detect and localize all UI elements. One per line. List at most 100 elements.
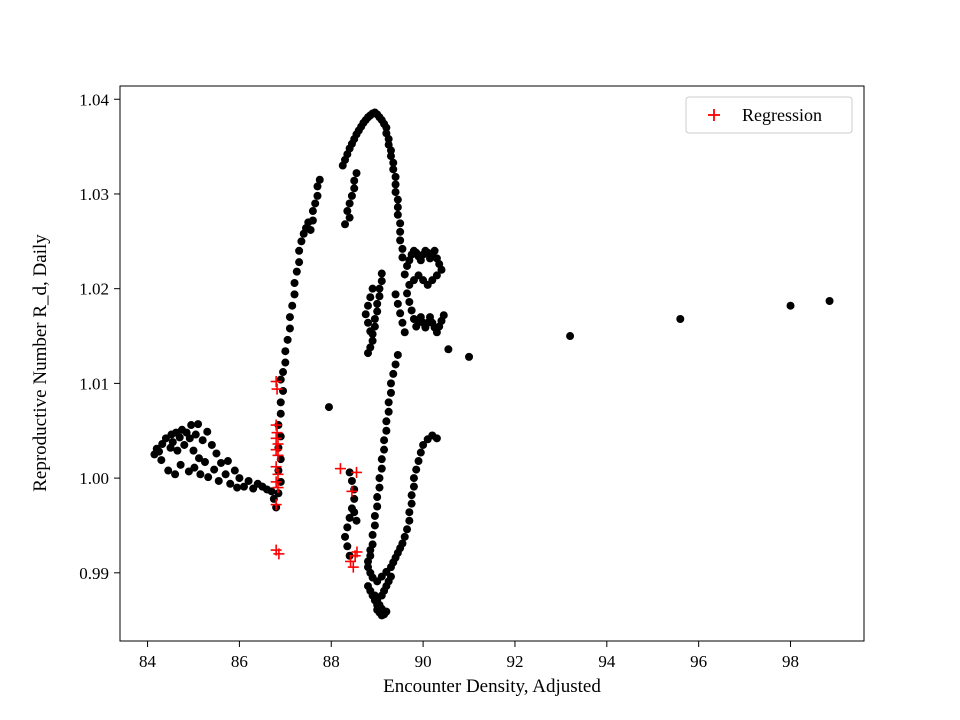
scatter-point	[398, 318, 407, 327]
scatter-point	[444, 345, 453, 354]
regression-series-points	[270, 375, 363, 573]
scatter-point	[366, 546, 375, 555]
scatter-point	[276, 375, 285, 384]
scatter-point	[396, 309, 405, 318]
scatter-point	[400, 270, 409, 279]
scatter-point	[409, 482, 418, 491]
scatter-point	[414, 457, 423, 466]
scatter-point	[370, 511, 379, 520]
y-tick-label: 1.02	[79, 280, 109, 299]
scatter-point	[212, 449, 221, 458]
scatter-point	[313, 191, 322, 200]
scatter-point	[368, 284, 377, 293]
scatter-point	[393, 299, 402, 308]
scatter-point	[375, 292, 384, 301]
scatter-point	[386, 379, 395, 388]
scatter-point	[409, 474, 418, 483]
scatter-point	[297, 237, 306, 246]
regression-point	[346, 485, 358, 497]
scatter-point	[400, 532, 409, 541]
legend-label: Regression	[742, 105, 822, 125]
scatter-point	[285, 313, 294, 322]
scatter-point	[175, 433, 184, 442]
scatter-point	[315, 175, 324, 184]
scatter-point	[173, 446, 182, 455]
scatter-point	[196, 470, 205, 479]
scatter-point	[350, 184, 359, 193]
scatter-point	[290, 290, 299, 299]
scatter-point	[345, 213, 354, 222]
regression-point	[273, 548, 285, 560]
scatter-point	[157, 456, 166, 465]
scatter-point	[350, 494, 359, 503]
scatter-point	[204, 473, 213, 482]
scatter-point	[432, 434, 441, 443]
scatter-point	[198, 436, 207, 445]
scatter-point	[412, 465, 421, 474]
regression-point	[272, 468, 284, 480]
scatter-point	[373, 502, 382, 511]
scatter-point	[389, 158, 398, 167]
scatter-point	[407, 499, 416, 508]
scatter-point	[341, 220, 350, 229]
scatter-point	[400, 328, 409, 337]
scatter-point	[366, 327, 375, 336]
scatter-point	[419, 440, 428, 449]
y-axis-label: Reproductive Number R_d, Daily	[30, 234, 51, 492]
scatter-point	[203, 427, 212, 436]
scatter-point	[375, 474, 384, 483]
scatter-point	[187, 421, 196, 430]
scatter-point	[405, 297, 414, 306]
scatter-point	[233, 483, 242, 492]
scatter-point	[373, 299, 382, 308]
scatter-point	[465, 352, 474, 361]
scatter-point	[283, 335, 292, 344]
regression-point	[271, 383, 283, 395]
scatter-point	[382, 426, 391, 435]
scatter-point	[398, 539, 407, 548]
scatter-point	[164, 466, 173, 475]
scatter-point	[347, 476, 356, 485]
scatter-point	[403, 289, 412, 298]
scatter-point	[308, 207, 317, 216]
scatter-point	[377, 277, 386, 286]
scatter-point	[393, 350, 402, 359]
scatter-point	[290, 278, 299, 287]
regression-point	[347, 561, 359, 573]
scatter-point	[313, 182, 322, 191]
x-tick-label: 90	[415, 652, 432, 671]
legend-box	[685, 96, 853, 134]
scatter-point	[171, 470, 180, 479]
regression-point	[271, 427, 283, 439]
scatter-point	[244, 476, 253, 485]
scatter-point	[345, 551, 354, 560]
y-axis-ticks: 0.99 1.00 1.01 1.02 1.03 1.04	[79, 90, 120, 583]
x-tick-label: 88	[323, 652, 340, 671]
scatter-point	[345, 468, 354, 477]
scatter-point	[405, 280, 414, 289]
scatter-point	[364, 318, 372, 327]
scatter-point	[267, 487, 276, 496]
scatter-point	[194, 454, 203, 463]
scatter-point	[191, 430, 200, 439]
scatter-point	[393, 210, 402, 219]
y-tick-label: 1.01	[79, 374, 109, 393]
scatter-point	[396, 227, 405, 236]
scatter-point	[370, 314, 379, 323]
scatter-point	[373, 493, 382, 502]
scatter-point	[190, 463, 199, 472]
regression-point	[270, 461, 282, 473]
scatter-point	[350, 176, 359, 185]
regression-point	[270, 476, 282, 488]
scatter-point	[430, 246, 439, 255]
scatter-point	[386, 152, 395, 161]
scatter-point	[393, 195, 402, 204]
scatter-point	[226, 479, 235, 488]
scatter-point	[439, 311, 448, 320]
y-tick-label: 0.99	[79, 564, 109, 583]
scatter-point	[384, 398, 393, 407]
scatter-point	[223, 457, 232, 466]
scatter-point	[343, 207, 352, 216]
